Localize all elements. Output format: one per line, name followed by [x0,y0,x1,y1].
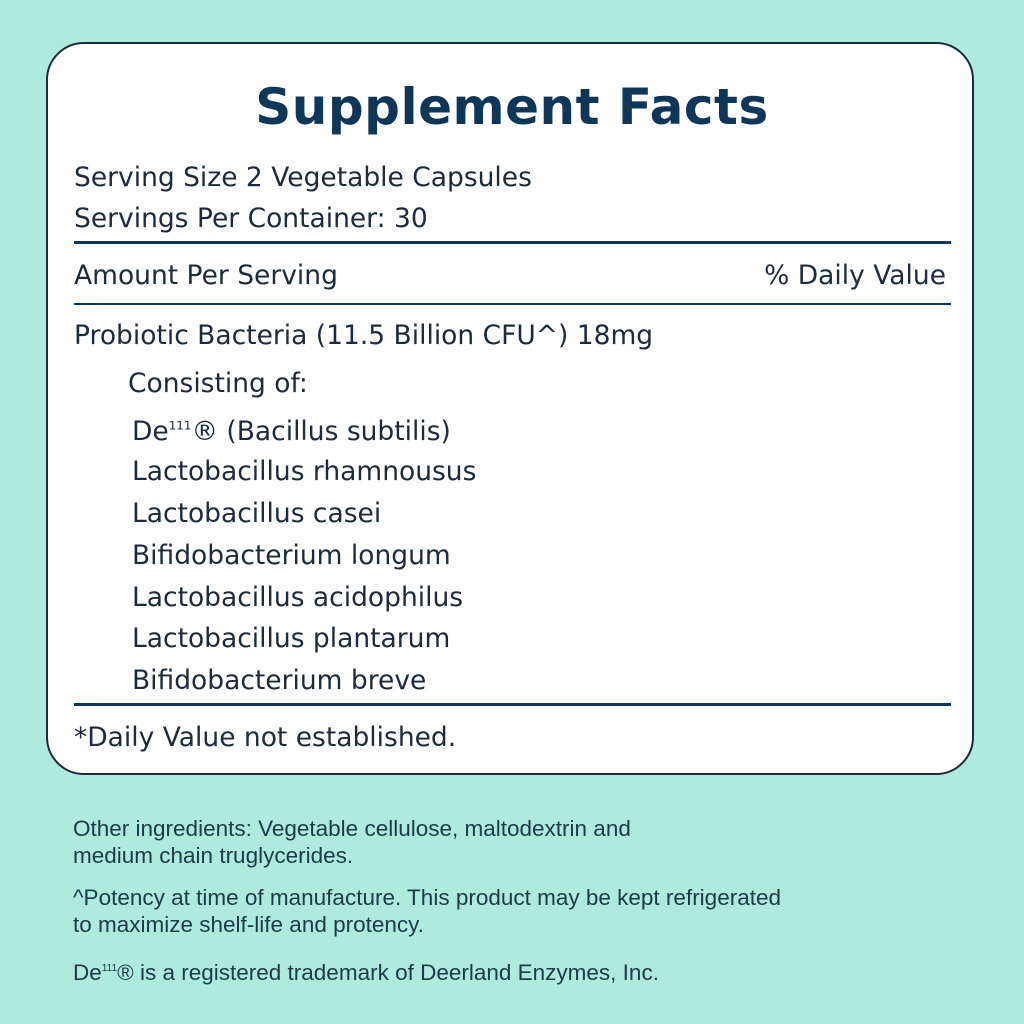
footnote: *Daily Value not established. [74,722,457,753]
strain-item: Lactobacillus acidophilus [132,582,464,613]
strain-item: Lactobacillus casei [132,498,382,529]
strain-item: Bifidobacterium longum [132,540,451,571]
trademark-note: De111® is a registered trademark of Deer… [73,955,973,986]
strain-item: De111® (Bacillus subtilis) [132,416,451,447]
consisting-label: Consisting of: [128,368,308,399]
potency-note: ^Potency at time of manufacture. This pr… [73,884,973,938]
supplement-facts-panel: Supplement Facts Serving Size 2 Vegetabl… [46,42,974,775]
main-ingredient: Probiotic Bacteria (11.5 Billion CFU^) 1… [74,320,654,351]
strain-suffix: ® (Bacillus subtilis) [191,416,451,447]
panel-title: Supplement Facts [255,78,769,136]
strain-item: Bifidobacterium breve [132,665,427,696]
divider-thin [74,303,951,305]
other-ingredients: Other ingredients: Vegetable cellulose, … [73,815,973,869]
trademark-suffix: ® is a registered trademark of Deerland … [117,960,659,986]
amount-per-serving-header: Amount Per Serving [74,260,338,291]
potency-line: to maximize shelf-life and protency. [73,912,424,937]
other-ingredients-line: Other ingredients: Vegetable cellulose, … [73,816,631,841]
trademark-superscript: 111 [101,963,118,974]
strain-prefix: De [132,416,169,447]
other-ingredients-line: medium chain truglycerides. [73,843,354,868]
divider-thick [74,241,951,244]
strain-superscript: 111 [168,418,192,433]
divider-thick [74,703,951,706]
potency-line: ^Potency at time of manufacture. This pr… [73,885,781,910]
servings-per-container: Servings Per Container: 30 [74,203,428,234]
serving-size: Serving Size 2 Vegetable Capsules [74,162,532,193]
strain-item: Lactobacillus rhamnousus [132,456,477,487]
daily-value-header: % Daily Value [764,260,946,291]
trademark-prefix: De [73,960,102,986]
strain-item: Lactobacillus plantarum [132,623,451,654]
